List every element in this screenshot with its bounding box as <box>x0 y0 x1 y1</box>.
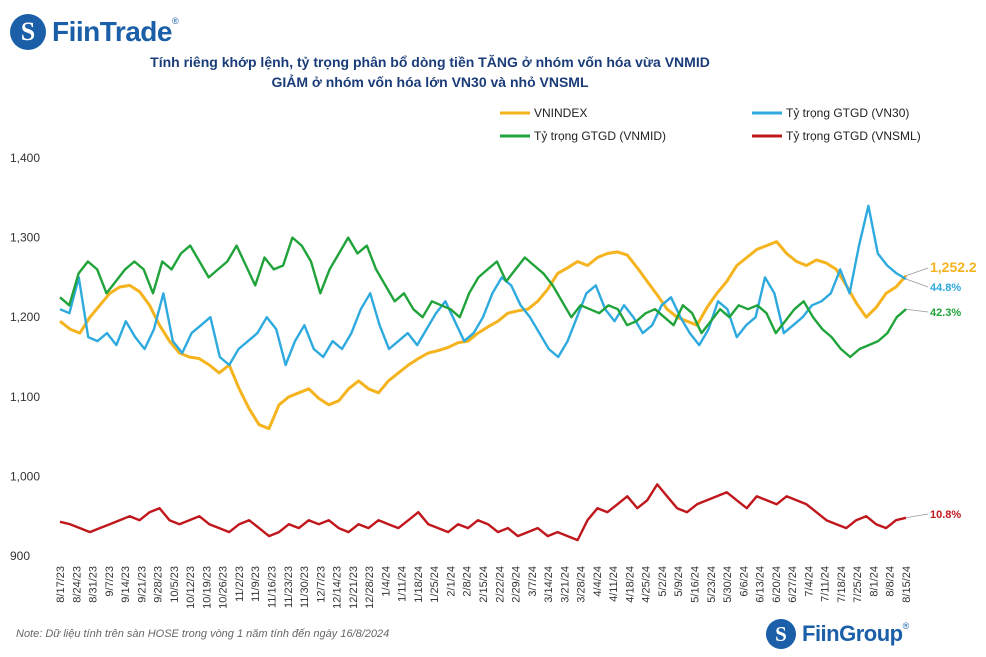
legend-label: Tỷ trọng GTGD (VN30) <box>786 106 909 120</box>
x-tick-label: 2/29/24 <box>511 566 523 603</box>
x-tick-label: 4/4/24 <box>592 566 604 597</box>
legend-label: Tỷ trọng GTGD (VNSML) <box>786 129 921 143</box>
y-tick-label: 1,300 <box>10 231 40 245</box>
y-tick-label: 1,400 <box>10 151 40 165</box>
fiintrade-name: FiinTrade <box>52 16 172 47</box>
x-tick-label: 1/18/24 <box>413 566 425 603</box>
end-label-0: 1,252.2 <box>930 259 977 275</box>
series-line-0 <box>59 240 908 431</box>
x-tick-label: 6/27/24 <box>787 566 799 603</box>
x-tick-label: 11/2/23 <box>234 566 246 602</box>
x-tick-label: 11/9/23 <box>250 566 262 602</box>
fiintrade-emblem-icon: S <box>10 14 46 50</box>
x-tick-label: 12/14/23 <box>332 566 344 609</box>
end-label-leader <box>905 513 929 519</box>
end-label-leader <box>905 278 929 288</box>
x-tick-label: 8/17/23 <box>55 566 67 603</box>
x-tick-label: 3/21/24 <box>559 566 571 603</box>
x-tick-label: 11/23/23 <box>283 566 295 608</box>
x-tick-label: 5/23/24 <box>706 566 718 603</box>
x-tick-label: 7/18/24 <box>836 566 848 603</box>
x-tick-label: 11/30/23 <box>299 566 311 608</box>
fiingroup-wordmark: FiinGroup® <box>802 621 909 646</box>
x-tick-label: 6/20/24 <box>771 566 783 603</box>
x-tick-label: 12/7/23 <box>315 566 327 603</box>
end-label-leader <box>905 267 929 277</box>
y-tick-label: 900 <box>10 549 30 563</box>
y-tick-label: 1,200 <box>10 310 40 324</box>
x-tick-label: 2/8/24 <box>462 566 474 597</box>
legend: VNINDEX Tỷ trọng GTGD (VN30) Tỷ trọng GTGD… <box>500 106 921 143</box>
end-label-3: 10.8% <box>930 509 961 521</box>
x-tick-label: 3/7/24 <box>527 566 539 597</box>
series-lines <box>59 204 908 542</box>
x-tick-label: 7/25/24 <box>852 566 864 603</box>
series-line-2 <box>59 236 907 359</box>
legend-label: Tỷ trọng GTGD (VNMID) <box>534 129 666 143</box>
x-tick-label: 8/31/23 <box>88 566 100 603</box>
chart-title-line2: GIẢM ở nhóm vốn hóa lớn VN30 và nhỏ VNSM… <box>271 74 589 90</box>
x-tick-label: 5/16/24 <box>690 566 702 603</box>
chart-title-line1: Tính riêng khớp lệnh, tỷ trọng phân bổ d… <box>150 54 710 70</box>
chart-area: VNINDEX Tỷ trọng GTGD (VN30) Tỷ trọng GTGD… <box>10 106 977 609</box>
x-tick-label: 2/22/24 <box>494 566 506 603</box>
x-tick-label: 7/4/24 <box>803 566 815 597</box>
x-tick-label: 8/15/24 <box>901 566 913 603</box>
x-tick-label: 8/24/23 <box>71 566 83 603</box>
x-tick-label: 3/28/24 <box>576 566 588 603</box>
x-tick-label: 4/18/24 <box>624 566 636 603</box>
x-tick-label: 5/9/24 <box>673 566 685 597</box>
x-tick-label: 6/6/24 <box>738 566 750 597</box>
y-tick-label: 1,100 <box>10 390 40 404</box>
end-label-leader <box>905 308 929 313</box>
x-tick-label: 2/15/24 <box>478 566 490 603</box>
x-tick-label: 1/4/24 <box>380 566 392 597</box>
x-tick-label: 3/14/24 <box>543 566 555 603</box>
fiintrade-logo: S FiinTrade® <box>10 14 179 50</box>
series-line-3 <box>59 483 907 542</box>
series-line-1 <box>59 204 907 367</box>
x-tick-label: 9/28/23 <box>153 566 165 603</box>
fiingroup-logo: S FiinGroup® <box>766 619 909 649</box>
end-labels: 1,252.2 44.8% 42.3% 10.8% <box>905 259 977 521</box>
x-tick-label: 2/1/24 <box>445 566 457 597</box>
x-tick-label: 7/11/24 <box>820 566 832 602</box>
end-label-2: 42.3% <box>930 307 961 319</box>
legend-label: VNINDEX <box>534 106 587 120</box>
end-label-1: 44.8% <box>930 282 961 294</box>
x-tick-label: 9/14/23 <box>120 566 132 603</box>
x-tick-label: 1/11/24 <box>397 566 409 602</box>
x-tick-label: 5/30/24 <box>722 566 734 603</box>
x-tick-label: 10/12/23 <box>185 566 197 609</box>
fiingroup-name: FiinGroup <box>802 621 903 646</box>
x-tick-label: 10/5/23 <box>169 566 181 603</box>
x-tick-label: 12/21/23 <box>348 566 360 609</box>
y-axis: 1,400 1,300 1,200 1,100 1,000 900 <box>10 151 40 563</box>
fiingroup-emblem-icon: S <box>766 619 796 649</box>
x-tick-label: 8/8/24 <box>885 566 897 597</box>
x-tick-label: 9/7/23 <box>104 566 116 597</box>
x-axis: 8/17/23 8/24/23 8/31/23 9/7/23 9/14/23 9/21/2… <box>55 566 913 609</box>
footnote: Note: Dữ liệu tính trên sàn HOSE trong v… <box>16 628 390 640</box>
x-tick-label: 6/13/24 <box>755 566 767 603</box>
x-tick-label: 11/16/23 <box>267 566 279 608</box>
x-tick-label: 10/19/23 <box>201 566 213 609</box>
x-tick-label: 4/11/24 <box>608 566 620 602</box>
y-tick-label: 1,000 <box>10 469 40 483</box>
x-tick-label: 12/28/23 <box>364 566 376 609</box>
x-tick-label: 1/25/24 <box>429 566 441 603</box>
x-tick-label: 10/26/23 <box>218 566 230 609</box>
fiintrade-wordmark: FiinTrade® <box>52 16 179 47</box>
x-tick-label: 9/21/23 <box>136 566 148 603</box>
x-tick-label: 8/1/24 <box>868 566 880 597</box>
x-tick-label: 5/2/24 <box>657 566 669 597</box>
x-tick-label: 4/25/24 <box>641 566 653 603</box>
